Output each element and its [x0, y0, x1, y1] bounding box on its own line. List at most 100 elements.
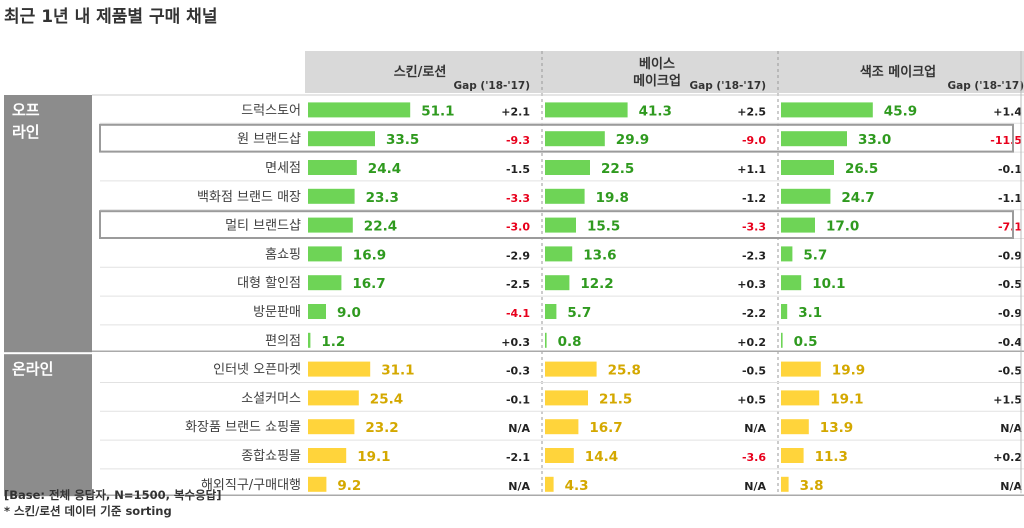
- bar: [781, 390, 820, 406]
- column-header-2: 색조 메이크업: [860, 64, 936, 80]
- gap-value-label: -0.5: [998, 365, 1022, 378]
- gap-value-label: -0.1: [998, 163, 1022, 176]
- bar-value-label: 9.2: [337, 478, 361, 494]
- gap-value-label: -4.1: [506, 307, 530, 320]
- bar: [545, 131, 605, 147]
- bar-value-label: 15.5: [587, 219, 620, 235]
- gap-value-label: N/A: [1000, 480, 1022, 493]
- category-label: 멀티 브랜드샵: [225, 219, 301, 234]
- bar-value-label: 22.5: [601, 161, 634, 177]
- gap-value-label: -1.1: [998, 192, 1022, 205]
- category-label: 인터넷 오픈마켓: [213, 363, 301, 378]
- group-label-1: 온라인: [12, 360, 53, 378]
- bar-value-label: 4.3: [565, 478, 589, 494]
- bar: [308, 188, 355, 204]
- gap-value-label: -3.3: [742, 221, 766, 234]
- bar: [545, 217, 576, 233]
- bar-value-label: 19.8: [596, 190, 629, 206]
- bar: [308, 275, 342, 291]
- bar-value-label: 13.6: [583, 247, 616, 263]
- gap-value-label: +0.3: [501, 336, 530, 349]
- bar: [781, 131, 847, 147]
- bar: [308, 217, 353, 233]
- bar-value-label: 13.9: [820, 420, 853, 436]
- gap-value-label: -1.2: [742, 192, 766, 205]
- footnote-1: * 스킨/로션 데이터 기준 sorting: [4, 504, 172, 518]
- group-label-0: 라인: [12, 123, 40, 141]
- gap-header-1: Gap ('18-'17): [690, 80, 766, 92]
- column-header-0: 스킨/로션: [394, 64, 447, 80]
- category-label: 해외직구/구매대행: [201, 477, 301, 493]
- gap-value-label: -3.6: [742, 451, 766, 464]
- bar-value-label: 5.7: [803, 247, 827, 263]
- gap-value-label: +0.2: [993, 451, 1022, 464]
- bar-value-label: 10.1: [812, 276, 845, 292]
- bar-value-label: 3.1: [798, 305, 822, 321]
- bar-value-label: 5.7: [567, 305, 591, 321]
- bar-value-label: 24.4: [368, 161, 401, 177]
- bar-value-label: 14.4: [585, 449, 618, 465]
- gap-value-label: -0.5: [742, 365, 766, 378]
- chart-title: 최근 1년 내 제품별 구매 채널: [4, 7, 217, 27]
- bar: [545, 390, 588, 406]
- gap-value-label: +1.1: [737, 163, 766, 176]
- gap-header-0: Gap ('18-'17): [454, 80, 530, 92]
- bar: [781, 275, 802, 291]
- bar-value-label: 51.1: [421, 103, 454, 119]
- bar-value-label: 19.1: [830, 391, 863, 407]
- bar-value-label: 19.9: [832, 363, 865, 379]
- bar: [545, 160, 590, 175]
- bar: [781, 246, 793, 262]
- gap-value-label: -11.5: [990, 134, 1022, 147]
- bar: [308, 476, 327, 492]
- gap-value-label: -0.5: [998, 278, 1022, 291]
- bar-value-label: 19.1: [357, 449, 390, 465]
- gap-value-label: -2.3: [742, 249, 766, 262]
- bar: [781, 448, 804, 463]
- gap-value-label: -0.3: [506, 365, 530, 378]
- bar: [545, 246, 573, 262]
- highlight-box-0: [99, 123, 1014, 153]
- bar-value-label: 23.2: [365, 420, 398, 436]
- bar: [781, 332, 783, 348]
- column-header-1: 베이스: [639, 56, 675, 72]
- category-label: 원 브랜드샵: [237, 132, 301, 147]
- bar-value-label: 24.7: [841, 190, 874, 206]
- gap-value-label: -2.2: [742, 307, 766, 320]
- group-label-background-1: [4, 354, 92, 497]
- gap-value-label: -2.1: [506, 451, 530, 464]
- bar-value-label: 11.3: [815, 449, 848, 465]
- category-label: 홈쇼핑: [265, 247, 301, 262]
- bar: [545, 448, 574, 463]
- gap-value-label: -3.0: [506, 221, 530, 234]
- header-background: [305, 51, 1024, 93]
- gap-value-label: -9.3: [506, 134, 530, 147]
- bar-value-label: 25.4: [370, 391, 403, 407]
- category-label: 면세점: [265, 161, 301, 176]
- bar: [308, 160, 357, 175]
- bar: [545, 332, 547, 348]
- bar: [781, 160, 834, 175]
- bar-value-label: 31.1: [381, 363, 414, 379]
- bar-value-label: 17.0: [826, 219, 859, 235]
- bar-value-label: 22.4: [364, 219, 397, 235]
- column-header-1: 메이크업: [633, 73, 681, 89]
- category-label: 백화점 브랜드 매장: [197, 190, 301, 205]
- bar-value-label: 3.8: [800, 478, 824, 494]
- bar: [308, 304, 326, 319]
- category-label: 종합쇼핑몰: [241, 449, 301, 464]
- category-label: 화장품 브랜드 쇼핑몰: [185, 420, 301, 435]
- gap-value-label: +2.5: [737, 105, 766, 118]
- gap-header-2: Gap ('18-'17): [948, 80, 1024, 92]
- bar-value-label: 0.5: [794, 334, 818, 350]
- gap-value-label: -9.0: [742, 134, 766, 147]
- bar: [781, 476, 789, 492]
- bar: [308, 448, 347, 463]
- bar: [545, 102, 628, 118]
- bar-value-label: 21.5: [599, 391, 632, 407]
- bar-value-label: 1.2: [321, 334, 345, 350]
- bar: [781, 188, 831, 204]
- gap-value-label: +1.4: [993, 105, 1022, 118]
- gap-value-label: N/A: [508, 422, 530, 435]
